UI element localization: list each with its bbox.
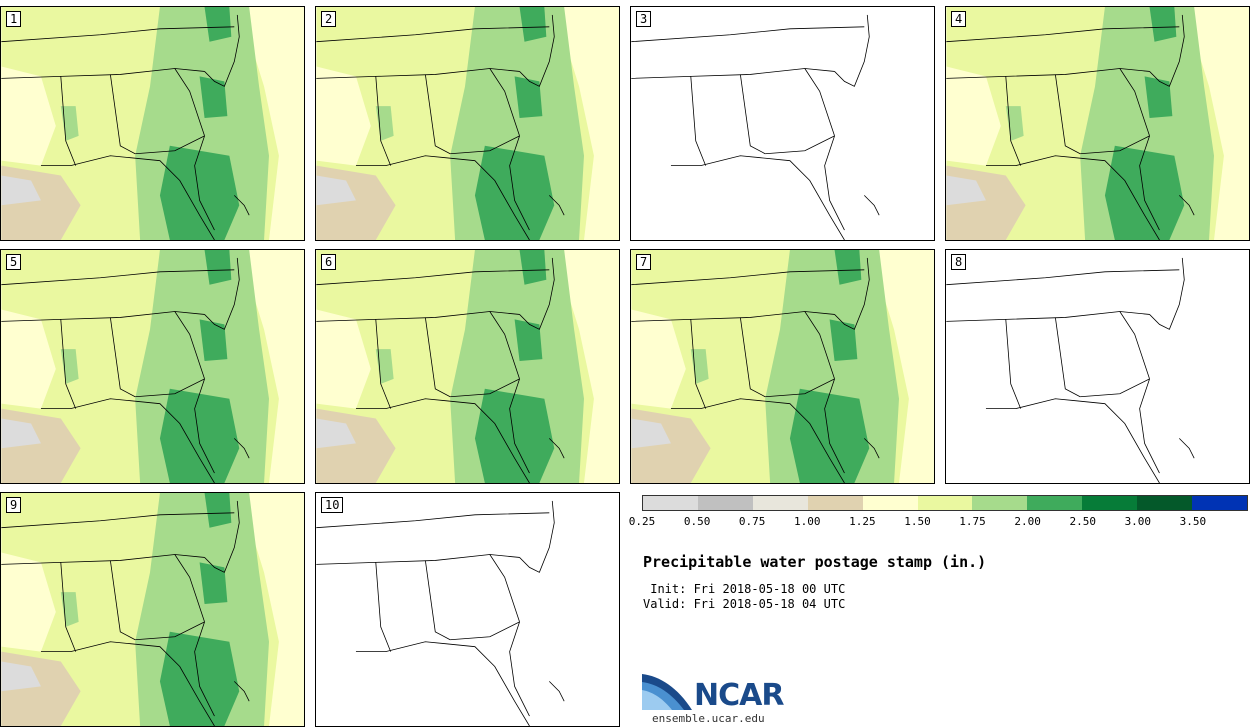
valid-time: Valid: Fri 2018-05-18 04 UTC (643, 597, 846, 611)
map-1 (1, 7, 304, 240)
ensemble-member-map-1: 1 (0, 6, 305, 241)
map-6 (316, 250, 619, 483)
ncar-logo: NCAR ensemble.ucar.edu (642, 672, 792, 725)
panel-label: 10 (321, 497, 344, 513)
colorbar-tick-label: 1.75 (959, 515, 986, 528)
panel-label: 6 (321, 254, 337, 270)
colorbar-segment (752, 496, 808, 510)
colorbar-tick-label: 1.50 (904, 515, 931, 528)
map-2 (316, 7, 619, 240)
ensemble-member-map-9: 9 (0, 492, 305, 727)
colorbar-segment (917, 496, 973, 510)
ensemble-member-map-4: 4 (945, 6, 1250, 241)
colorbar-segment (1192, 496, 1247, 510)
ensemble-member-map-2: 2 (315, 6, 620, 241)
panel-label: 2 (321, 11, 337, 27)
colorbar-segment (807, 496, 863, 510)
colorbar-tick-label: 0.25 (628, 515, 656, 528)
colorbar-tick-labels: 0.25 0.50 0.75 1.00 1.25 1.50 1.75 2.00 2.50 3.00… (0, 515, 1260, 531)
map-8 (946, 257, 1195, 483)
ncar-logo-text: NCAR (694, 678, 784, 713)
panel-label: 3 (636, 11, 652, 27)
colorbar-segment (643, 496, 698, 510)
panel-label: 4 (951, 11, 967, 27)
colorbar-segment (1082, 496, 1138, 510)
colorbar-tick-label: 0.50 (683, 515, 711, 528)
ensemble-member-map-5: 5 (0, 249, 305, 484)
colorbar-tick-label: 1.00 (794, 515, 821, 528)
panel-label: 7 (636, 254, 652, 270)
colorbar-segment (1027, 496, 1083, 510)
map-7 (631, 250, 934, 483)
panel-label: 5 (6, 254, 22, 270)
colorbar-segment (697, 496, 753, 510)
colorbar (642, 495, 1248, 511)
chart-title: Precipitable water postage stamp (in.) (643, 553, 987, 571)
ncar-swoosh-icon (642, 674, 692, 710)
ensemble-member-map-8: 8 (945, 249, 1250, 484)
map-4 (946, 7, 1249, 240)
panel-label: 1 (6, 11, 22, 27)
colorbar-tick-label: 2.50 (1069, 515, 1096, 528)
ensemble-member-map-7: 7 (630, 249, 935, 484)
colorbar-segment (972, 496, 1028, 510)
colorbar-tick-label: 3.00 (1124, 515, 1152, 528)
panel-label: 9 (6, 497, 22, 513)
colorbar-tick-label: 1.25 (849, 515, 876, 528)
ensemble-member-map-3: 3 (630, 6, 935, 241)
colorbar-tick-label: 2.00 (1014, 515, 1041, 528)
logo-url: ensemble.ucar.edu (652, 712, 765, 725)
map-5 (1, 250, 304, 483)
colorbar-tick-label: 3.50 (1179, 515, 1207, 528)
ensemble-member-map-10: 10 (315, 492, 620, 727)
ensemble-member-map-6: 6 (315, 249, 620, 484)
colorbar-segment (862, 496, 918, 510)
init-time: Init: Fri 2018-05-18 00 UTC (643, 582, 846, 596)
colorbar-segment (1137, 496, 1193, 510)
map-3 (631, 14, 880, 240)
panel-label: 8 (951, 254, 967, 270)
colorbar-tick-label: 0.75 (738, 515, 766, 528)
